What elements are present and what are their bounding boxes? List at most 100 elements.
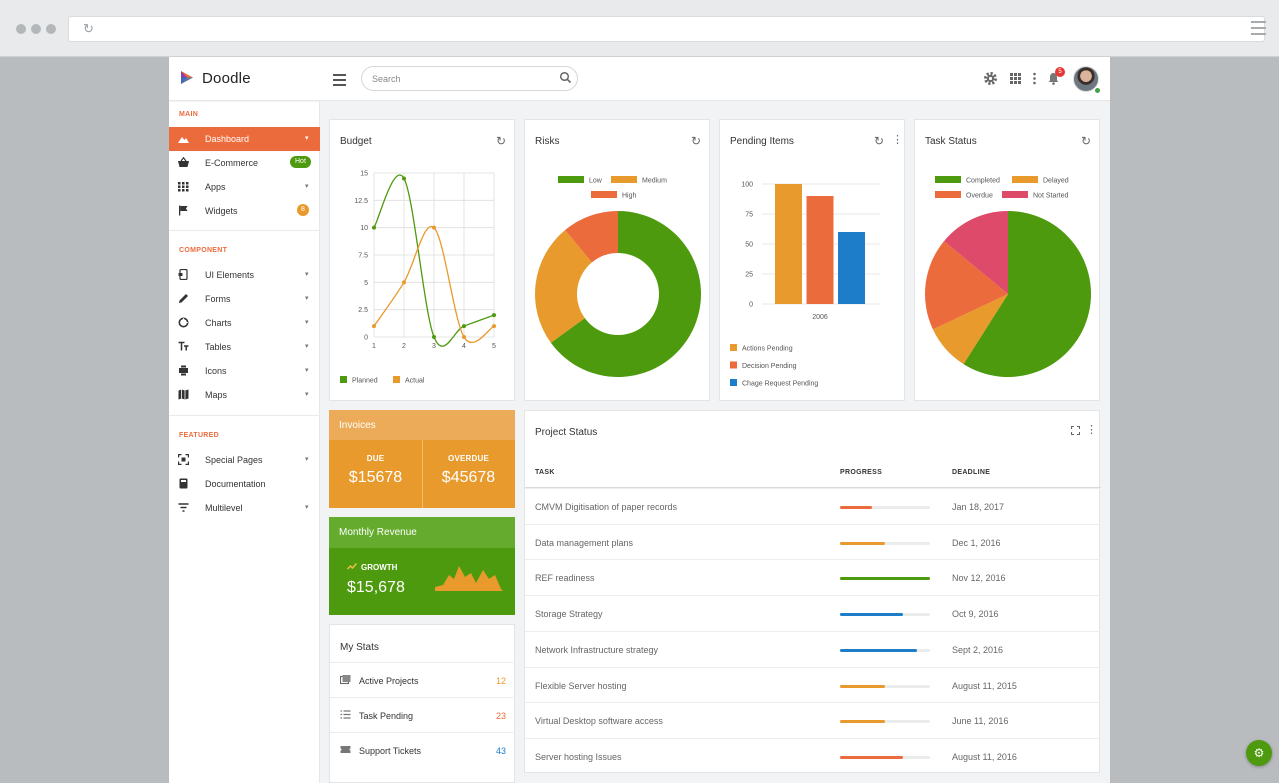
x-tick-label: 2006 <box>812 314 828 321</box>
legend-label: Low <box>589 178 603 185</box>
data-point <box>432 225 436 230</box>
settings-fab[interactable]: ⚙ <box>1246 740 1272 766</box>
progress-fill <box>840 755 903 759</box>
browser-menu-icon[interactable] <box>1251 21 1266 39</box>
refresh-icon[interactable]: ↻ <box>1081 134 1092 148</box>
sidebar-item-tables[interactable]: Tables ▾ <box>169 335 320 359</box>
data-point <box>402 280 406 285</box>
chevron-down-icon: ▾ <box>305 504 309 511</box>
progress-bar <box>840 613 930 617</box>
data-point <box>492 324 496 329</box>
legend-label: Medium <box>642 178 667 185</box>
x-tick-label: 4 <box>462 343 466 350</box>
address-bar[interactable]: ↻ <box>68 16 1265 42</box>
sidebar-item-label: Apps <box>205 182 226 192</box>
ticket-icon <box>340 746 351 753</box>
column-header-deadline[interactable]: DEADLINE <box>952 469 991 476</box>
legend-label: High <box>622 193 637 200</box>
legend-swatch <box>1002 191 1028 198</box>
divider <box>169 415 320 416</box>
data-point <box>462 324 466 329</box>
sidebar-item-ecommerce[interactable]: E-Commerce Hot <box>169 151 320 175</box>
sidebar-item-label: UI Elements <box>205 270 255 280</box>
table-row[interactable]: Storage Strategy Oct 9, 2016 <box>525 595 1101 631</box>
apps-grid-icon[interactable] <box>1008 71 1023 86</box>
window-controls[interactable] <box>16 24 56 34</box>
menu-toggle-icon[interactable] <box>333 74 346 89</box>
sidebar-item-label: Dashboard <box>205 134 250 144</box>
sidebar-item-special-pages[interactable]: Special Pages ▾ <box>169 448 320 472</box>
column-header-progress[interactable]: PROGRESS <box>840 469 883 476</box>
stats-value: 23 <box>495 711 506 721</box>
task-name: Storage Strategy <box>535 609 603 620</box>
sidebar-item-charts[interactable]: Charts ▾ <box>169 311 320 335</box>
table-row[interactable]: Flexible Server hosting August 11, 2015 <box>525 666 1101 703</box>
deadline: Nov 12, 2016 <box>952 573 1006 584</box>
task-status-title: Task Status <box>925 136 977 147</box>
table-row[interactable]: REF readiness Nov 12, 2016 <box>525 559 1101 595</box>
risks-donut-chart: Low Medium High <box>535 176 701 377</box>
gear-icon[interactable] <box>983 71 998 86</box>
legend-label: Overdue <box>966 193 993 200</box>
notification-badge: 5 <box>1055 67 1065 77</box>
more-vertical-icon[interactable]: ⋮ <box>1086 424 1097 436</box>
dashboard-app: Doodle 5 MAIN <box>169 57 1110 783</box>
sidebar-item-label: Charts <box>205 318 232 328</box>
table-row[interactable]: Data management plans Dec 1, 2016 <box>525 523 1101 560</box>
chevron-down-icon: ▾ <box>305 135 309 142</box>
table-row[interactable]: Server hosting Issues August 11, 2016 <box>525 737 1101 774</box>
sidebar-item-dashboard[interactable]: Dashboard ▾ <box>169 127 320 151</box>
risks-title: Risks <box>535 136 560 147</box>
column-header-task[interactable]: TASK <box>535 469 555 476</box>
task-status-pie-chart: Completed Delayed Overdue Not Started <box>925 176 1091 378</box>
sidebar-item-label: Icons <box>205 366 227 376</box>
stats-row-active-projects[interactable]: Active Projects 12 <box>330 662 516 697</box>
sidebar-item-forms[interactable]: Forms ▾ <box>169 287 320 311</box>
donut-slice-medium <box>535 230 592 343</box>
legend-swatch <box>1012 176 1038 183</box>
legend-swatch <box>730 379 737 386</box>
flag-icon <box>179 205 188 216</box>
sidebar-item-label: Tables <box>205 342 232 352</box>
divider <box>422 440 423 508</box>
data-point <box>462 335 466 339</box>
y-tick-label: 50 <box>745 242 753 249</box>
more-vertical-icon[interactable]: ⋮ <box>892 134 903 146</box>
map-icon <box>178 389 189 400</box>
more-vertical-icon[interactable] <box>1027 71 1042 86</box>
sidebar-item-multilevel[interactable]: Multilevel ▾ <box>169 496 320 520</box>
overdue-label: OVERDUE <box>448 454 489 463</box>
legend-swatch <box>591 191 617 198</box>
deadline: Oct 9, 2016 <box>952 609 999 620</box>
sidebar-item-documentation[interactable]: Documentation <box>169 472 320 496</box>
table-row[interactable]: Network Infrastructure strategy Sept 2, 2… <box>525 630 1101 667</box>
search-icon[interactable] <box>559 71 572 84</box>
sidebar-item-icons[interactable]: Icons ▾ <box>169 359 320 383</box>
due-value: $15678 <box>348 469 403 486</box>
list-icon <box>340 710 351 719</box>
refresh-icon[interactable]: ↻ <box>691 134 702 148</box>
reload-icon[interactable]: ↻ <box>83 21 94 36</box>
chevron-down-icon: ▾ <box>305 319 309 326</box>
legend-label: Not Started <box>1033 193 1069 200</box>
progress-bar <box>840 577 930 581</box>
y-tick-label: 12.5 <box>354 198 368 205</box>
table-row[interactable]: CMVM Digitisation of paper records Jan 18… <box>525 488 1101 524</box>
invoices-title: Invoices <box>329 410 515 440</box>
table-row[interactable]: Virtual Desktop software access June 11, … <box>525 702 1101 738</box>
sidebar-item-widgets[interactable]: Widgets 8 <box>169 199 320 223</box>
sidebar-item-apps[interactable]: Apps ▾ <box>169 175 320 199</box>
stats-row-support-tickets[interactable]: Support Tickets 43 <box>330 732 516 767</box>
search-input[interactable] <box>361 66 578 91</box>
refresh-icon[interactable]: ↻ <box>874 134 885 148</box>
progress-fill <box>840 648 917 652</box>
task-name: Network Infrastructure strategy <box>535 644 659 655</box>
y-tick-label: 0 <box>364 335 368 342</box>
stats-row-task-pending[interactable]: Task Pending 23 <box>330 697 516 732</box>
sidebar-item-ui-elements[interactable]: UI Elements ▾ <box>169 263 320 287</box>
revenue-value: $15,678 <box>347 579 405 596</box>
task-name: Data management plans <box>535 537 634 548</box>
fullscreen-icon[interactable] <box>1071 426 1080 435</box>
refresh-icon[interactable]: ↻ <box>496 134 507 148</box>
sidebar-item-maps[interactable]: Maps ▾ <box>169 383 320 407</box>
